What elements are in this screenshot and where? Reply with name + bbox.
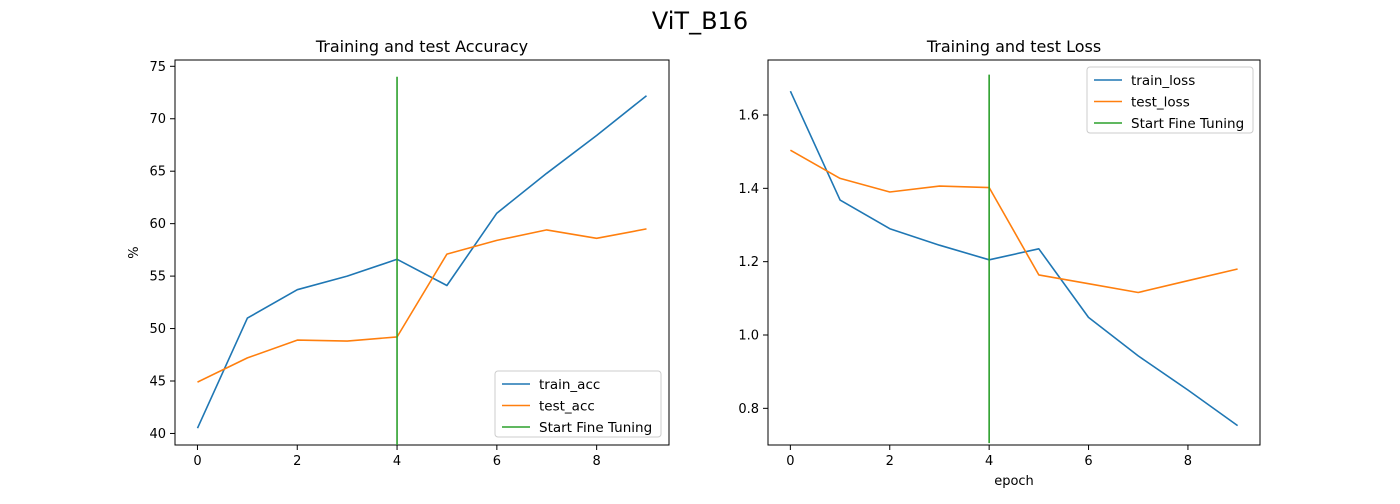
legend-label: Start Fine Tuning <box>539 420 652 436</box>
x-tick-label: 8 <box>1184 454 1192 469</box>
legend-label: test_loss <box>1131 95 1190 111</box>
legend-label: Start Fine Tuning <box>1131 116 1244 132</box>
legend-label: test_acc <box>539 399 595 415</box>
y-tick-label: 45 <box>149 375 166 390</box>
y-tick-label: 60 <box>149 217 166 232</box>
y-tick-label: 75 <box>149 60 166 75</box>
x-tick-label: 4 <box>985 454 993 469</box>
x-tick-label: 6 <box>1084 454 1092 469</box>
plot-area-frame <box>174 59 670 446</box>
x-tick-label: 8 <box>593 454 601 469</box>
subplot-title: Training and test Accuracy <box>315 37 528 56</box>
legend-label: train_acc <box>539 377 600 393</box>
x-tick-label: 2 <box>886 454 894 469</box>
x-axis-label: epoch <box>994 474 1034 489</box>
y-tick-label: 0.8 <box>738 402 759 417</box>
x-tick-label: 0 <box>193 454 201 469</box>
y-tick-label: 1.2 <box>738 255 759 270</box>
series-line-train-loss <box>789 90 1239 427</box>
legend: train_loss test_loss Start Fine Tuning <box>1086 66 1254 134</box>
x-tick-label: 4 <box>393 454 401 469</box>
y-tick-label: 40 <box>149 427 166 442</box>
legend-frame <box>494 370 662 438</box>
series-line-test-loss <box>790 149 1238 294</box>
x-tick-label: 2 <box>293 454 301 469</box>
subplot-title: Training and test Loss <box>926 37 1101 56</box>
y-tick-label: 1.4 <box>738 182 759 197</box>
y-tick-label: 70 <box>149 112 166 127</box>
series-line-train-acc <box>196 95 647 429</box>
y-tick-label: 1.6 <box>738 109 759 124</box>
legend-label: train_loss <box>1131 73 1195 89</box>
series-line-test-acc <box>197 228 647 383</box>
x-tick-label: 6 <box>493 454 501 469</box>
figure-title: ViT_B16 <box>652 7 748 35</box>
y-tick-label: 1.0 <box>738 329 759 344</box>
y-tick-label: 55 <box>149 270 166 285</box>
x-tick-label: 0 <box>786 454 794 469</box>
y-tick-label: 65 <box>149 165 166 180</box>
plot-area-frame <box>767 59 1261 446</box>
accuracy-subplot: Training and test Accuracy 0 2 4 6 8 40 45 50 55 6… <box>127 37 670 469</box>
y-tick-label: 50 <box>149 322 166 337</box>
legend-frame <box>1086 66 1254 134</box>
legend: train_acc test_acc Start Fine Tuning <box>494 370 662 438</box>
loss-subplot: Training and test Loss 0 2 4 6 8 0.8 1.0 1.2 1.4 1… <box>738 37 1261 489</box>
y-axis-label: % <box>127 246 142 258</box>
